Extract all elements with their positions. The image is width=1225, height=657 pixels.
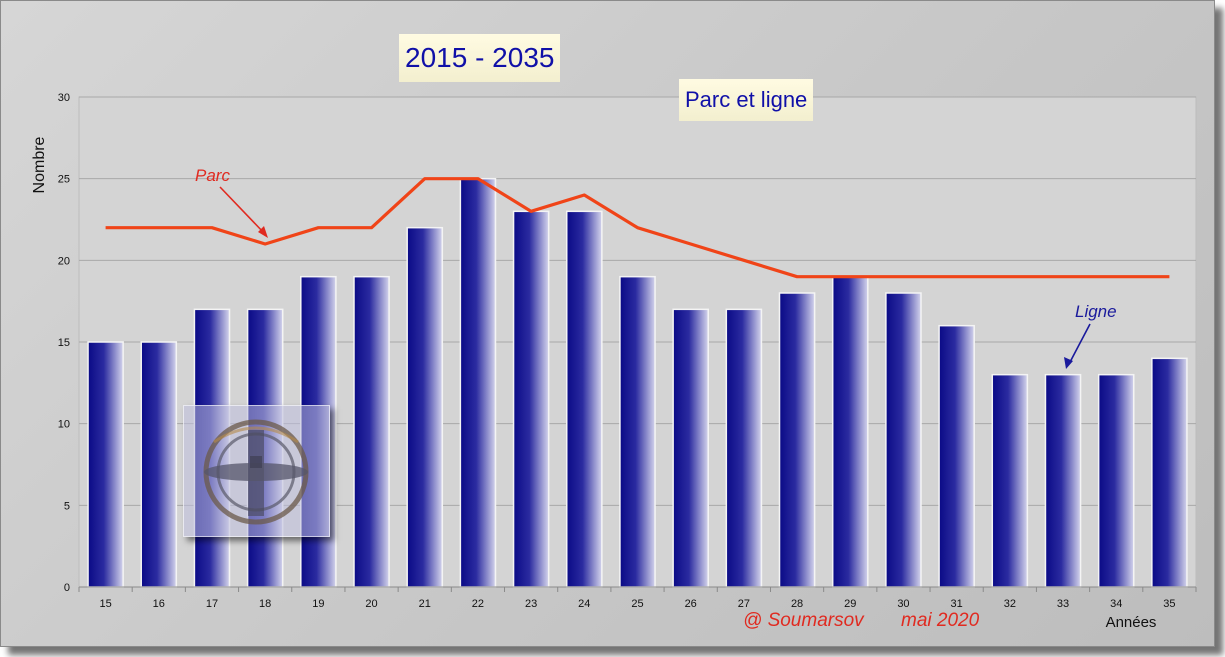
- y-tick-label: 30: [58, 92, 70, 104]
- x-tick-label: 27: [738, 598, 750, 610]
- y-axis-label: Nombre: [31, 136, 48, 193]
- x-tick-label: 26: [685, 598, 697, 610]
- bar: [991, 373, 1029, 588]
- x-tick-label: 15: [99, 598, 111, 610]
- line-series-parc: [105, 177, 1170, 279]
- ligne-annotation-label: Ligne: [1075, 302, 1117, 321]
- bar-series-ligne: [87, 177, 1188, 588]
- x-tick-label: 28: [791, 598, 803, 610]
- x-axis-ticks: 15 16 17 18 19 20 21 22 23 24 25 26 27 28 29 30 31 32 33 34…: [78, 587, 1197, 610]
- bar: [87, 341, 124, 588]
- x-tick-label: 34: [1110, 598, 1122, 610]
- bar: [140, 341, 178, 588]
- bar: [406, 226, 444, 588]
- bar: [672, 308, 709, 588]
- bar: [778, 292, 816, 588]
- y-tick-label: 15: [58, 337, 70, 349]
- chart-subtitle: Parc et ligne: [679, 79, 814, 121]
- bar: [619, 275, 656, 588]
- x-tick-label: 32: [1004, 598, 1016, 610]
- seal-watermark: [183, 405, 330, 537]
- bar: [1044, 373, 1082, 588]
- x-tick-label: 33: [1057, 598, 1069, 610]
- x-tick-label: 25: [631, 598, 643, 610]
- y-tick-label: 5: [64, 500, 70, 512]
- x-tick-label: 18: [259, 598, 271, 610]
- x-tick-label: 16: [153, 598, 165, 610]
- bar: [885, 292, 922, 588]
- x-tick-label: 35: [1163, 598, 1175, 610]
- x-axis-label: Années: [1106, 614, 1157, 631]
- x-tick-label: 22: [472, 598, 484, 610]
- x-tick-label: 19: [312, 598, 324, 610]
- parc-line: [105, 177, 1170, 279]
- x-tick-label: 17: [206, 598, 218, 610]
- credit-date: mai 2020: [901, 610, 980, 631]
- bar: [725, 308, 763, 588]
- bar: [1097, 373, 1135, 588]
- x-tick-label: 23: [525, 598, 537, 610]
- chart-title: 2015 - 2035: [399, 34, 561, 82]
- x-tick-label: 21: [419, 598, 431, 610]
- y-tick-label: 0: [64, 582, 70, 594]
- bar: [1151, 357, 1188, 588]
- y-tick-label: 25: [58, 174, 70, 186]
- y-axis-ticks: 0 5 10 15 20 25 30: [58, 92, 70, 594]
- bar: [459, 177, 497, 588]
- parc-annotation-label: Parc: [195, 166, 230, 185]
- bar: [512, 210, 550, 588]
- y-tick-label: 20: [58, 255, 70, 267]
- x-tick-label: 20: [365, 598, 377, 610]
- x-tick-label: 24: [578, 598, 590, 610]
- bar: [353, 275, 390, 588]
- y-tick-label: 10: [58, 419, 70, 431]
- x-tick-label: 31: [951, 598, 963, 610]
- bar: [938, 324, 975, 588]
- ligne-annotation-arrow: [1064, 323, 1091, 369]
- credit-author: @ Soumarsov: [743, 610, 864, 631]
- x-tick-label: 30: [897, 598, 909, 610]
- x-tick-label: 29: [844, 598, 856, 610]
- bar: [566, 210, 603, 588]
- parc-annotation-arrow: [219, 186, 268, 238]
- bar: [831, 275, 869, 588]
